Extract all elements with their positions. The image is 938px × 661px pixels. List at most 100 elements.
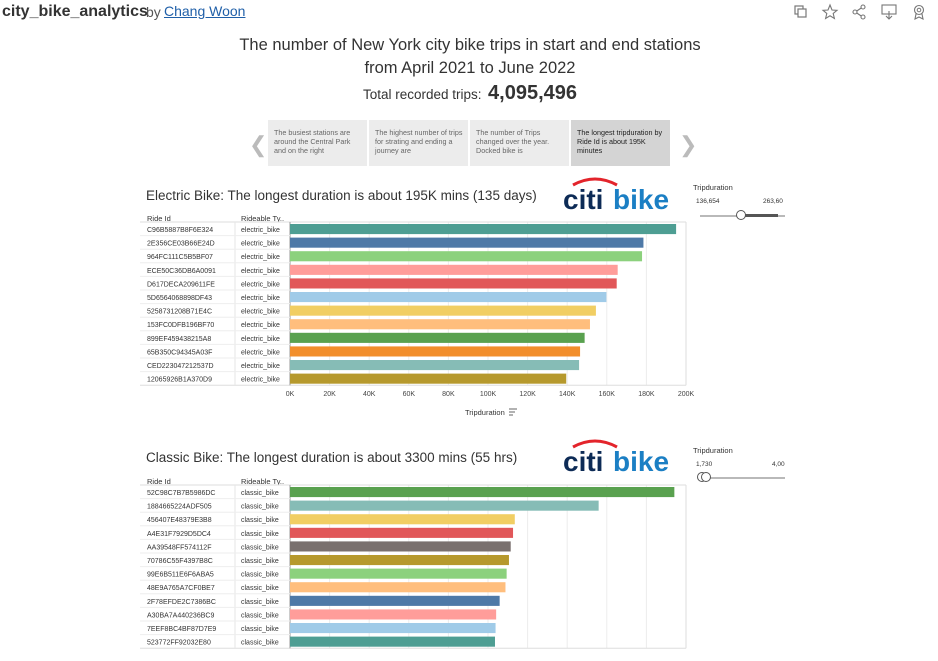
electric-bar-chart: C96B5887B8F6E324 electric_bike 2E356CE03B6…	[140, 221, 700, 427]
classic-ride-id-label: 99E6B511E6F6ABA5	[147, 572, 214, 579]
citi-logo-text-2: citi	[563, 446, 603, 474]
byline-label: by	[146, 4, 161, 20]
electric-bar	[290, 224, 677, 235]
classic-filter-min: 1,730	[696, 461, 713, 468]
electric-x-tick-label: 40K	[363, 391, 376, 398]
electric-rideable-type-label: electric_bike	[241, 322, 280, 329]
electric-bar	[290, 292, 607, 303]
electric-rideable-type-label: electric_bike	[241, 295, 280, 302]
author-link[interactable]: Chang Woon	[164, 3, 246, 19]
electric-col-rideable-type: Rideable Ty..	[241, 214, 285, 223]
story-point-4[interactable]: The longest tripduration by Ride Id is a…	[571, 120, 670, 166]
electric-x-tick-label: 200K	[678, 391, 695, 398]
electric-filter-max: 263,60	[763, 198, 783, 205]
electric-col-ride-id: Ride Id	[147, 214, 171, 223]
electric-section-title: Electric Bike: The longest duration is a…	[146, 188, 537, 203]
classic-bar	[290, 527, 514, 538]
electric-bar	[290, 346, 581, 357]
classic-rideable-type-label: classic_bike	[241, 572, 279, 579]
classic-ride-id-label: A4E31F7929D5DC4	[147, 531, 211, 538]
story-point-1[interactable]: The busiest stations are around the Cent…	[268, 120, 367, 166]
electric-bar	[290, 360, 580, 371]
classic-filter-max: 4,00	[772, 461, 785, 468]
classic-ride-id-label: 48E9A765A7CF0BE7	[147, 585, 215, 592]
story-point-3[interactable]: The number of Trips changed over the yea…	[470, 120, 569, 166]
star-icon[interactable]	[821, 3, 839, 21]
electric-x-tick-label: 100K	[480, 391, 497, 398]
classic-rideable-type-label: classic_bike	[241, 517, 279, 524]
electric-bar	[290, 373, 567, 384]
classic-rideable-type-label: classic_bike	[241, 490, 279, 497]
classic-col-ride-id: Ride Id	[147, 477, 171, 486]
electric-rideable-type-label: electric_bike	[241, 241, 280, 248]
electric-rideable-type-label: electric_bike	[241, 377, 280, 384]
share-icon[interactable]	[850, 3, 868, 21]
classic-ride-id-label: 2F78EFDE2C7386BC	[147, 599, 216, 606]
electric-x-tick-label: 0K	[286, 391, 295, 398]
dashboard-title: The number of New York city bike trips i…	[180, 34, 760, 80]
classic-rideable-type-label: classic_bike	[241, 612, 279, 619]
electric-rideable-type-label: electric_bike	[241, 309, 280, 316]
classic-rideable-type-label: classic_bike	[241, 504, 279, 511]
download-icon[interactable]	[880, 3, 898, 21]
classic-rideable-type-label: classic_bike	[241, 531, 279, 538]
electric-filter-min: 136,654	[696, 198, 720, 205]
classic-ride-id-label: A30BA7A440236BC9	[147, 612, 214, 619]
electric-rideable-type-label: electric_bike	[241, 254, 280, 261]
electric-ride-id-label: ECE50C36DB6A0091	[147, 268, 216, 275]
classic-section-title: Classic Bike: The longest duration is ab…	[146, 450, 518, 465]
classic-bar	[290, 636, 495, 647]
total-trips-label: Total recorded trips:	[363, 87, 482, 102]
classic-slider-handle-max[interactable]	[701, 472, 711, 482]
top-bar: city_bike_analytics by Chang Woon	[0, 0, 938, 26]
electric-rideable-type-label: electric_bike	[241, 349, 280, 356]
classic-ride-id-label: 523772FF92032E80	[147, 640, 211, 647]
classic-bar	[290, 555, 509, 566]
electric-slider-handle[interactable]	[736, 210, 746, 220]
electric-bar	[290, 305, 596, 316]
classic-bar	[290, 487, 675, 498]
electric-axis-title-text: Tripduration	[465, 408, 505, 417]
story-point-2[interactable]: The highest number of trips for strating…	[369, 120, 468, 166]
electric-filter-title: Tripduration	[693, 183, 733, 192]
classic-rideable-type-label: classic_bike	[241, 544, 279, 551]
electric-slider-range	[744, 214, 778, 217]
story-next-arrow-icon[interactable]: ❯	[679, 132, 698, 157]
electric-rideable-type-label: electric_bike	[241, 268, 280, 275]
copy-icon[interactable]	[792, 3, 810, 21]
dashboard-title-line2: from April 2021 to June 2022	[364, 59, 576, 77]
classic-bar	[290, 568, 507, 579]
electric-axis-title: Tripduration	[465, 408, 517, 418]
bike-logo-text: bike	[613, 184, 669, 212]
electric-rideable-type-label: electric_bike	[241, 227, 280, 234]
electric-rideable-type-label: electric_bike	[241, 363, 280, 370]
electric-ride-id-label: 5D6564068898DF43	[147, 295, 212, 302]
citibike-logo-2: citi bike	[561, 438, 679, 477]
badge-icon[interactable]	[910, 3, 928, 21]
electric-ride-id-label: C96B5887B8F6E324	[147, 227, 213, 234]
citibike-logo: citi bike	[561, 176, 679, 215]
classic-ride-id-label: 456407E48379E3B8	[147, 517, 212, 524]
electric-x-tick-label: 60K	[403, 391, 416, 398]
story-prev-arrow-icon[interactable]: ❮	[249, 132, 268, 157]
electric-ride-id-label: 899EF459438215A8	[147, 336, 211, 343]
electric-bar	[290, 251, 643, 262]
classic-bar-chart: 52C98C7B7B5986DC classic_bike 1884665224AD…	[140, 484, 700, 660]
electric-ride-id-label: 65B350C94345A03F	[147, 349, 212, 356]
sort-icon[interactable]	[508, 408, 517, 418]
classic-bar	[290, 514, 515, 525]
electric-x-tick-label: 160K	[599, 391, 616, 398]
electric-x-tick-label: 120K	[519, 391, 536, 398]
classic-rideable-type-label: classic_bike	[241, 626, 279, 633]
electric-bar	[290, 332, 585, 343]
classic-slider-track[interactable]	[700, 477, 785, 479]
electric-bar	[290, 319, 590, 330]
classic-col-rideable-type: Rideable Ty..	[241, 477, 285, 486]
total-trips-value: 4,095,496	[488, 82, 577, 104]
electric-ride-id-label: 12065926B1A370D9	[147, 377, 212, 384]
electric-rideable-type-label: electric_bike	[241, 336, 280, 343]
bike-logo-text-2: bike	[613, 446, 669, 474]
electric-x-tick-label: 140K	[559, 391, 576, 398]
electric-ride-id-label: 5258731208B71E4C	[147, 309, 212, 316]
electric-ride-id-label: 964FC111C5B5BF07	[147, 254, 213, 261]
